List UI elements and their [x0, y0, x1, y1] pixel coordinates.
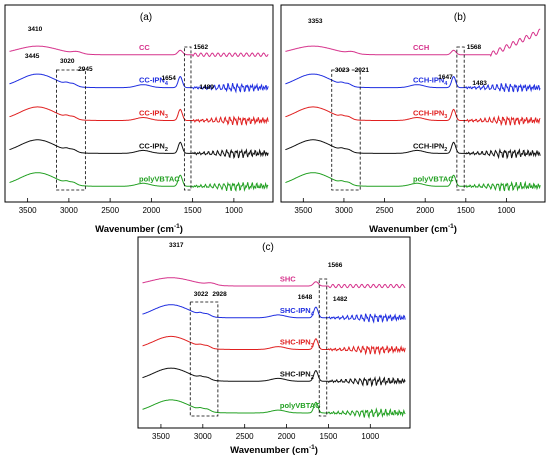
x-tick-label: 3000 — [60, 206, 78, 215]
peak-annotation: 1647 — [438, 74, 453, 81]
series-label-shc: SHC — [280, 274, 296, 283]
series-label-shc-ipn3: SHC-IPN3 — [280, 338, 314, 350]
plot-frame — [137, 236, 411, 429]
series-label-polyvbtac: polyVBTAC — [413, 174, 454, 183]
x-tick-label: 2500 — [376, 206, 394, 215]
x-tick-label: 1500 — [320, 432, 338, 441]
series-line-cc-ipn3 — [9, 106, 269, 127]
series-line-cch-ipn2 — [285, 139, 541, 160]
chart-panel-b: (b) 3500 3000 2500 2000 1500 1000 Wavenumber (c… — [280, 4, 546, 235]
x-tick-label: 2000 — [416, 206, 434, 215]
x-tick-label: 3500 — [294, 206, 312, 215]
series-label-cch: CCH — [413, 43, 429, 52]
chart-panel-a: (a) 3500 3000 2500 2000 1500 1000 Wavenumber (c… — [4, 4, 274, 235]
series-line-cc-ipn2 — [9, 139, 269, 159]
series-label-cc-ipn4: CC-IPN4 — [139, 76, 169, 88]
series-line-cc — [9, 45, 269, 58]
peak-annotation: 3020 — [60, 58, 75, 65]
x-axis-label: Wavenumber (cm-1) — [230, 444, 318, 456]
peak-annotation: 1489 — [199, 84, 214, 91]
x-tick-label: 3500 — [19, 206, 37, 215]
series-label-cc-ipn2: CC-IPN2 — [139, 141, 168, 153]
series-line-cch-ipn3 — [285, 106, 541, 127]
plot-frame — [280, 4, 546, 203]
peak-annotation: 1648 — [298, 294, 313, 301]
peak-annotation: 2921 — [355, 67, 370, 74]
series-line-cc-ipn4 — [9, 73, 269, 94]
peak-annotation: 3317 — [169, 242, 184, 249]
series-label-cch-ipn3: CCH-IPN3 — [413, 109, 447, 121]
peak-annotation: 2945 — [78, 66, 93, 73]
series-line-polyvbtac — [142, 399, 406, 420]
series-line-cch-ipn4 — [285, 73, 541, 93]
plot-frame — [4, 4, 274, 203]
x-tick-label: 2000 — [142, 206, 160, 215]
series-line-shc-ipn4 — [142, 304, 406, 324]
panel-label: (c) — [262, 242, 274, 253]
series-label-shc-ipn4: SHC-IPN4 — [280, 306, 315, 318]
peak-annotation: 3445 — [25, 53, 40, 60]
series-label-cc: CC — [139, 43, 150, 52]
series-label-cch-ipn4: CCH-IPN4 — [413, 76, 448, 88]
x-tick-label: 3000 — [335, 206, 353, 215]
series-label-cch-ipn2: CCH-IPN2 — [413, 141, 447, 153]
peak-annotation: 3022 — [194, 291, 209, 298]
x-tick-label: 1000 — [498, 206, 516, 215]
x-tick-label: 1000 — [361, 432, 379, 441]
x-tick-label: 1500 — [184, 206, 202, 215]
series-label-polyvbtac: polyVBTAC — [280, 401, 321, 410]
dashed-box — [189, 301, 219, 417]
peak-annotation: 1566 — [328, 262, 343, 269]
x-axis-label: Wavenumber (cm-1) — [95, 223, 183, 235]
x-tick-label: 1500 — [457, 206, 475, 215]
dashed-box — [456, 46, 465, 191]
series-label-shc-ipn2: SHC-IPN2 — [280, 369, 314, 381]
series-line-shc-ipn2 — [142, 367, 406, 388]
x-tick-label: 2500 — [236, 432, 254, 441]
peak-annotation: 3353 — [308, 18, 323, 25]
dashed-box — [183, 46, 192, 191]
x-tick-label: 2000 — [278, 432, 296, 441]
peak-annotation: 1654 — [161, 75, 176, 82]
peak-annotation: 3410 — [28, 26, 43, 33]
dashed-box — [56, 69, 86, 191]
x-tick-label: 2500 — [101, 206, 119, 215]
panel-label: (b) — [454, 12, 466, 23]
peak-annotation: 1562 — [194, 44, 209, 51]
peak-annotation: 1483 — [472, 80, 487, 87]
series-line-shc-ipn3 — [142, 335, 406, 356]
dashed-box — [331, 69, 361, 191]
x-axis-label: Wavenumber (cm-1) — [369, 223, 457, 235]
series-line-polyvbtac — [9, 172, 269, 192]
series-line-cch — [285, 28, 541, 57]
dashed-box — [318, 278, 328, 417]
series-line-polyvbtac — [285, 172, 541, 192]
peak-annotation: 3023 — [335, 67, 350, 74]
panel-label: (a) — [140, 12, 152, 23]
peak-annotation: 2928 — [212, 291, 227, 298]
x-tick-label: 3000 — [194, 432, 212, 441]
series-label-polyvbtac: polyVBTAC — [139, 174, 180, 183]
x-tick-label: 1000 — [225, 206, 243, 215]
x-tick-label: 3500 — [152, 432, 170, 441]
series-label-cc-ipn3: CC-IPN3 — [139, 109, 168, 121]
peak-annotation: 1482 — [333, 296, 348, 303]
chart-panel-c: (c) 3500 3000 2500 2000 1500 1000 Wavenumber (c… — [137, 236, 411, 456]
series-line-shc — [142, 277, 406, 289]
peak-annotation: 1568 — [467, 44, 482, 51]
